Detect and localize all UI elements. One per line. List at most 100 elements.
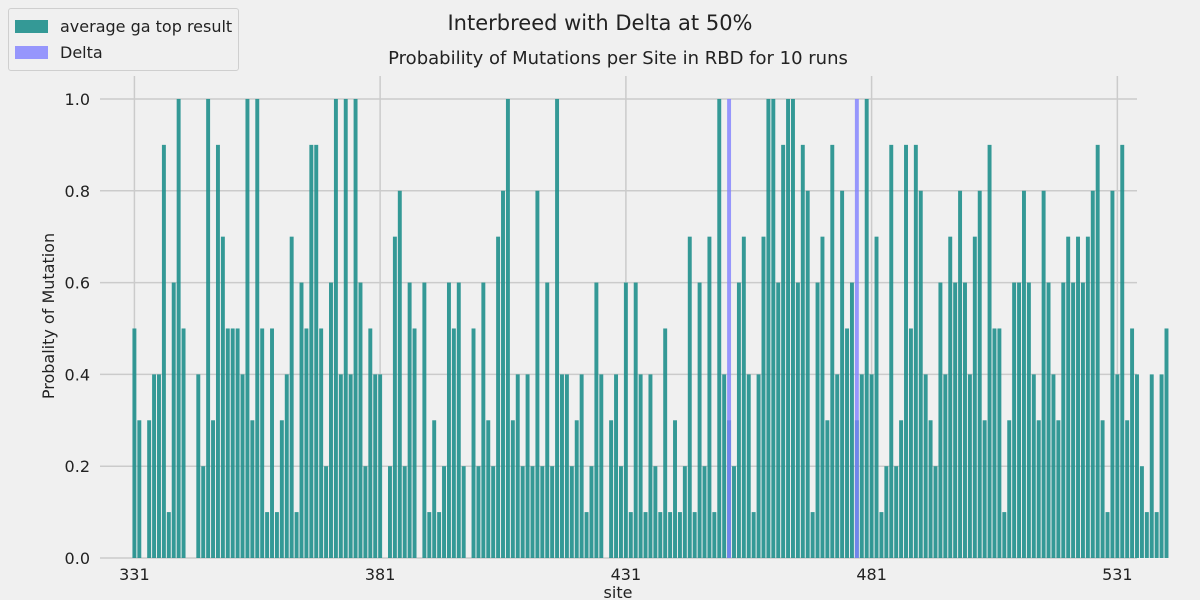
bar-ga-site-335 [152,374,157,558]
bar-ga-site-533 [1125,420,1130,558]
bar-ga-site-357 [260,328,265,558]
legend-swatch-ga [15,19,48,33]
bar-ga-site-465 [791,98,795,558]
bar-ga-site-438 [658,512,663,558]
bar-ga-site-352 [235,328,240,558]
bar-ga-site-446 [697,282,702,558]
bar-ga-site-404 [491,466,496,558]
bar-ga-site-495 [938,282,943,558]
bar-ga-site-374 [343,98,348,558]
bar-ga-site-477 [849,282,854,558]
bar-ga-site-373 [338,374,343,558]
bar-ga-site-354 [245,98,250,558]
bar-ga-site-454 [736,282,741,558]
bar-ga-site-535 [1135,374,1139,558]
bar-ga-site-371 [329,282,333,558]
bar-ga-site-420 [569,466,574,558]
bar-ga-site-360 [274,512,279,558]
bar-ga-site-467 [800,144,805,558]
x-tick-label: 531 [1102,565,1133,584]
bar-ga-site-379 [368,328,373,558]
bar-ga-site-398 [461,466,466,558]
bar-ga-site-456 [746,374,751,558]
bar-ga-site-502 [972,236,977,558]
bar-ga-site-441 [673,420,677,558]
bar-ga-site-443 [682,466,687,558]
bar-ga-site-532 [1120,144,1125,558]
bar-ga-site-475 [840,190,845,558]
bar-ga-site-416 [550,466,555,558]
bar-ga-site-337 [161,144,166,558]
bar-ga-site-408 [510,420,515,558]
bar-ga-site-530 [1110,190,1115,558]
bar-ga-site-505 [987,144,992,558]
legend-item-delta: Delta [15,39,232,65]
bar-ga-site-405 [496,236,501,558]
bar-ga-site-528 [1100,420,1105,558]
bar-ga-site-367 [309,144,314,558]
bar-ga-site-526 [1090,190,1095,558]
bar-ga-site-519 [1056,420,1061,558]
bar-ga-site-434 [638,374,643,558]
bar-ga-site-485 [889,144,894,558]
bar-ga-site-517 [1046,282,1051,558]
bar-ga-site-423 [584,512,589,558]
bar-delta-site-478 [854,98,859,558]
bar-ga-site-511 [1017,282,1022,558]
bar-ga-site-479 [859,374,864,558]
bar-ga-site-473 [830,144,835,558]
y-tick-label: 1.0 [65,90,90,109]
bar-ga-site-481 [869,374,874,558]
bar-ga-site-431 [623,282,628,558]
bar-ga-site-455 [741,236,746,558]
bar-ga-site-414 [540,466,545,558]
bar-ga-site-412 [530,466,535,558]
bar-ga-site-510 [1012,282,1017,558]
bar-ga-site-493 [928,420,933,558]
bar-ga-site-435 [643,512,648,558]
bar-ga-site-457 [751,512,756,558]
bar-ga-site-439 [663,328,668,558]
bar-ga-site-523 [1076,236,1080,558]
bar-ga-site-501 [967,374,972,558]
bar-ga-site-514 [1031,374,1036,558]
bar-ga-site-339 [171,282,176,558]
bar-ga-site-362 [284,374,289,558]
bar-ga-site-424 [589,466,594,558]
bar-ga-site-346 [206,98,211,558]
bar-ga-site-421 [574,420,579,558]
bar-ga-site-466 [795,282,800,558]
bar-ga-site-369 [319,328,324,558]
bar-ga-site-470 [815,282,820,558]
bar-ga-site-370 [324,466,329,558]
bar-ga-site-410 [520,466,525,558]
bar-ga-site-531 [1115,374,1120,558]
bars-average-ga-top-result [132,98,1169,558]
bar-ga-site-461 [771,98,776,558]
bar-ga-site-358 [265,512,270,558]
bar-ga-site-385 [397,190,402,558]
bar-ga-site-469 [810,512,815,558]
bar-ga-site-391 [427,512,432,558]
bar-ga-site-464 [786,98,791,558]
bar-ga-site-425 [594,282,599,558]
bar-ga-site-372 [333,98,338,558]
bar-ga-site-460 [766,98,771,558]
bar-ga-site-387 [407,282,412,558]
bar-ga-site-426 [599,374,604,558]
x-axis-ticks: 331 381 431 481 531 [119,565,1132,584]
y-axis-ticks: 0.0 0.2 0.4 0.6 0.8 1.0 [65,90,90,568]
bar-ga-site-436 [648,374,653,558]
bar-ga-site-397 [456,282,461,558]
bar-ga-site-430 [618,466,623,558]
x-axis-label: site [604,583,633,600]
y-tick-label: 0.4 [65,365,90,384]
chart-title: Probability of Mutations per Site in RBD… [388,48,848,69]
bar-ga-site-486 [894,466,899,558]
bar-ga-site-529 [1105,512,1110,558]
bar-ga-site-471 [820,236,825,558]
bar-ga-site-401 [476,466,481,558]
bar-ga-site-347 [211,420,216,558]
bar-ga-site-459 [761,236,766,558]
bar-ga-site-487 [899,420,904,558]
